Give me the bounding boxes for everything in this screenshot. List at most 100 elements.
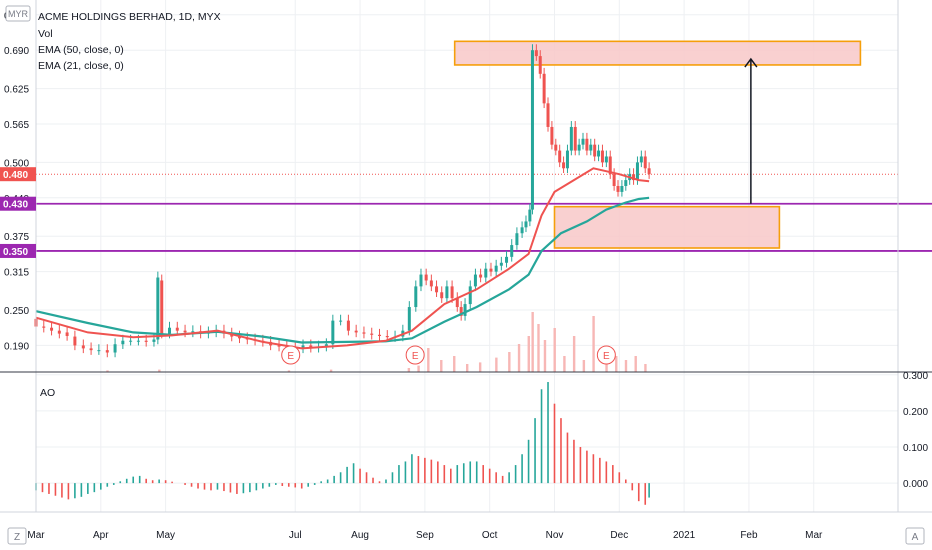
price-tick-label: 0.375 — [4, 232, 29, 243]
target-zone[interactable] — [553, 205, 781, 249]
ao-tick-label: 0.000 — [903, 479, 928, 490]
candle-body — [510, 245, 514, 257]
candle-body — [81, 345, 85, 349]
candle-body — [632, 174, 636, 181]
time-tick-label: Nov — [546, 530, 564, 541]
legend-volume[interactable]: Vol — [38, 28, 53, 40]
time-tick-label: 2021 — [673, 530, 696, 541]
candle-body — [136, 340, 140, 342]
candle-body — [515, 233, 519, 246]
candle-body — [520, 227, 524, 234]
candle-body — [324, 344, 328, 347]
volume-bar — [634, 356, 637, 372]
ema-lines — [35, 167, 650, 350]
candle-body — [499, 262, 503, 266]
candle-body — [419, 274, 423, 287]
price-label-box[interactable] — [0, 243, 36, 258]
ao-histogram — [35, 382, 650, 505]
auto-scale-button[interactable] — [905, 527, 925, 545]
candle-body — [301, 345, 305, 349]
target-zones[interactable] — [453, 40, 862, 249]
candle-body — [354, 330, 358, 333]
ao-tick-label: 0.100 — [903, 443, 928, 454]
time-tick-label: Aug — [351, 530, 369, 541]
candle-body — [339, 320, 343, 322]
candle-body — [643, 156, 647, 169]
candle-body — [160, 280, 164, 334]
candle-body — [484, 268, 488, 278]
candle-body — [542, 73, 546, 104]
candle-body — [238, 336, 242, 339]
earnings-marker[interactable] — [405, 345, 425, 365]
candle-body — [435, 286, 439, 293]
candle-body — [65, 332, 69, 336]
candle-body — [538, 56, 542, 74]
volume-bar — [495, 357, 498, 372]
earnings-marker[interactable] — [281, 345, 301, 365]
candle-body — [604, 156, 608, 163]
horizontal-lines[interactable] — [0, 173, 932, 252]
candle-body — [105, 350, 109, 353]
currency-badge: MYR — [8, 9, 29, 19]
candle-body — [42, 326, 46, 328]
price-tick-label: 0.625 — [4, 85, 29, 96]
price-label-box[interactable] — [0, 167, 36, 182]
candle-body — [407, 307, 411, 331]
time-tick-label: Mar — [805, 530, 823, 541]
volume-bar — [553, 328, 556, 372]
currency-badge-box[interactable] — [5, 5, 31, 22]
candle-body — [577, 144, 581, 151]
price-label-box[interactable] — [0, 196, 36, 211]
time-tick-label: Sep — [416, 530, 434, 541]
candle-body — [473, 274, 477, 287]
candle-body — [445, 286, 449, 299]
price-tick-label: 0.565 — [4, 120, 29, 131]
candle-body — [309, 345, 313, 348]
volume-bar — [106, 370, 109, 372]
volume-bar — [466, 364, 469, 372]
arrow-annotation[interactable] — [744, 57, 758, 204]
candle-body — [73, 336, 77, 346]
candle-body — [175, 327, 179, 331]
zoom-button-label: Z — [14, 532, 20, 543]
candle-body — [569, 126, 573, 151]
candle-body — [554, 144, 558, 151]
ao-tick-label: 0.300 — [903, 371, 928, 382]
candle-body — [616, 186, 620, 192]
price-tick-label: 0.250 — [4, 306, 29, 317]
legend-ema50[interactable]: EMA (50, close, 0) — [38, 44, 124, 56]
candle-body — [593, 144, 597, 157]
volume-bar — [158, 369, 161, 372]
earnings-marker-label: E — [287, 351, 294, 362]
volume-bar — [329, 369, 333, 372]
candle-body — [331, 320, 335, 345]
volume-bars — [106, 312, 647, 372]
candle-body — [424, 274, 428, 281]
candle-body — [440, 292, 444, 299]
target-zone[interactable] — [453, 40, 862, 66]
arrow-head[interactable] — [744, 57, 758, 68]
zoom-button[interactable] — [7, 527, 27, 545]
time-tick-label: Jul — [289, 530, 302, 541]
candle-body — [455, 298, 459, 308]
candle-body — [144, 340, 148, 342]
candlesticks — [34, 44, 651, 358]
ao-label[interactable]: AO — [40, 387, 55, 399]
earnings-marker[interactable] — [596, 345, 616, 365]
volume-bar — [407, 368, 411, 372]
candle-body — [468, 286, 472, 305]
candle-body — [370, 333, 374, 335]
time-tick-label: Dec — [610, 530, 628, 541]
candle-body — [121, 340, 125, 345]
candle-body — [191, 331, 195, 333]
candle-body — [647, 168, 651, 175]
time-tick-label: Feb — [740, 530, 758, 541]
volume-bar — [582, 360, 586, 372]
volume-bar — [531, 312, 534, 372]
volume-bar — [592, 316, 595, 372]
candle-body — [429, 280, 433, 287]
legend-ema21[interactable]: EMA (21, close, 0) — [38, 60, 124, 72]
candle-body — [50, 327, 54, 331]
